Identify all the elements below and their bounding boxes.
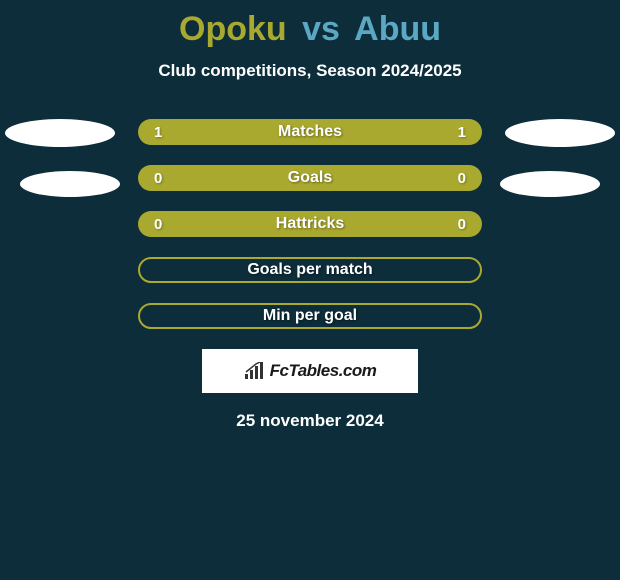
stat-row-hattricks: 0 Hattricks 0 (138, 211, 482, 237)
stat-label: Goals per match (247, 261, 372, 279)
stat-label: Matches (278, 123, 342, 141)
stats-area: 1 Matches 1 0 Goals 0 0 Hattricks 0 Goal… (0, 119, 620, 329)
stat-left-value: 0 (154, 170, 174, 187)
logo-content: FcTables.com (244, 361, 377, 381)
page-title: Opoku vs Abuu (0, 10, 620, 49)
player1-name: Opoku (179, 10, 287, 48)
stat-left-value: 1 (154, 124, 174, 141)
subtitle: Club competitions, Season 2024/2025 (0, 61, 620, 81)
main-container: Opoku vs Abuu Club competitions, Season … (0, 0, 620, 431)
player2-marker-1 (505, 119, 615, 147)
stat-label: Hattricks (276, 215, 344, 233)
player2-name: Abuu (354, 10, 441, 48)
player1-marker-1 (5, 119, 115, 147)
stat-row-goals: 0 Goals 0 (138, 165, 482, 191)
stat-left-value: 0 (154, 216, 174, 233)
stat-row-matches: 1 Matches 1 (138, 119, 482, 145)
stat-label: Min per goal (263, 307, 357, 325)
stat-right-value: 1 (446, 124, 466, 141)
stat-label: Goals (288, 169, 332, 187)
logo-text: FcTables.com (270, 361, 377, 381)
stat-right-value: 0 (446, 216, 466, 233)
vs-text: vs (302, 10, 340, 48)
chart-icon (244, 362, 266, 380)
stat-row-goals-per-match: Goals per match (138, 257, 482, 283)
stat-right-value: 0 (446, 170, 466, 187)
player1-marker-2 (20, 171, 120, 197)
stat-row-min-per-goal: Min per goal (138, 303, 482, 329)
logo-box: FcTables.com (202, 349, 418, 393)
date-text: 25 november 2024 (0, 411, 620, 431)
player2-marker-2 (500, 171, 600, 197)
